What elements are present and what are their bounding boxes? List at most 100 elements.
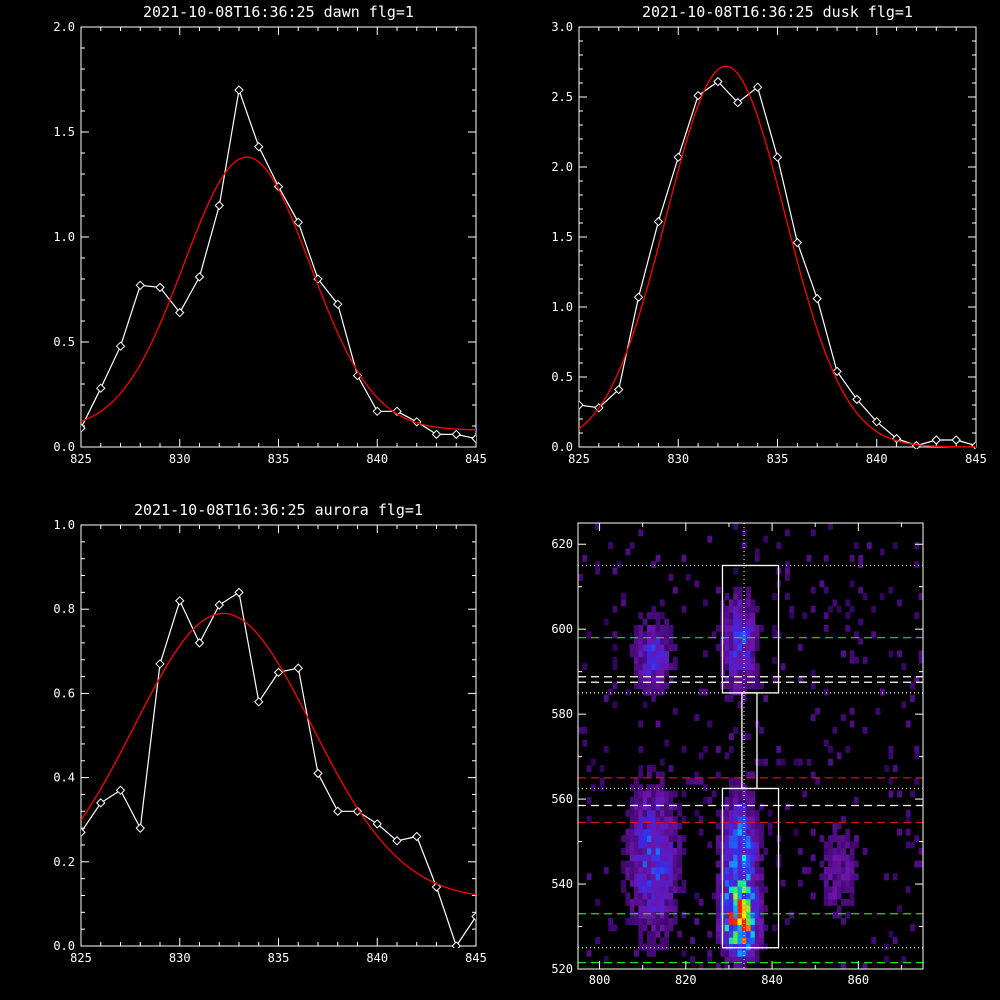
y-tick-label: 3.0 — [551, 20, 573, 34]
heat-cell — [664, 937, 670, 945]
heat-cell — [849, 879, 855, 887]
heat-cell — [716, 873, 721, 881]
heat-cell — [664, 854, 670, 862]
heat-cell — [862, 962, 868, 969]
heat-cell — [608, 924, 613, 932]
heat-cell — [638, 624, 644, 632]
heat-cell — [754, 918, 760, 925]
heat-cell — [728, 828, 734, 836]
heat-cell — [668, 822, 674, 830]
heat-cell — [595, 567, 601, 575]
heat-cell — [634, 835, 639, 843]
heat-cell — [728, 854, 734, 862]
heat-cell — [642, 631, 648, 639]
heat-cell — [759, 937, 764, 945]
heat-cell — [638, 771, 644, 779]
heat-cell — [810, 529, 816, 537]
data-point — [752, 82, 763, 92]
heat-cell — [823, 688, 829, 696]
chart-title: 2021-10-08T16:36:25 dawn flg=1 — [143, 3, 414, 21]
data-point — [872, 417, 882, 427]
heat-cell — [836, 867, 842, 874]
heat-cell — [914, 777, 920, 785]
heat-cell — [655, 816, 661, 823]
heat-cell — [608, 918, 613, 925]
heat-cell — [655, 867, 661, 874]
heat-cell — [828, 758, 833, 766]
heat-cell — [642, 943, 648, 951]
heat-cell — [651, 847, 657, 855]
heat-cell — [681, 816, 687, 823]
heat-cell — [914, 835, 920, 843]
heat-cell — [668, 790, 674, 798]
heat-cell — [703, 599, 708, 607]
heat-cell — [724, 879, 730, 887]
heat-cell — [647, 669, 652, 677]
heat-cell — [785, 918, 790, 925]
heat-cell — [634, 873, 639, 881]
heat-cell — [655, 669, 661, 677]
heat-cell — [772, 675, 777, 683]
heat-cell — [905, 841, 911, 849]
heat-cell — [647, 898, 652, 906]
heat-cell — [728, 816, 734, 823]
heat-cell — [668, 675, 674, 683]
heat-cell — [638, 847, 644, 855]
heat-cell — [672, 835, 678, 843]
heat-cell — [672, 847, 678, 855]
heat-cell — [595, 898, 601, 906]
heat-cell — [737, 860, 743, 868]
heat-cell — [651, 656, 657, 664]
heat-cell — [750, 841, 756, 849]
heat-cell — [707, 535, 713, 543]
heat-cell — [664, 796, 670, 804]
heat-cell — [634, 854, 639, 862]
heat-cell — [625, 873, 631, 881]
data-point — [293, 663, 303, 673]
plot-frame — [80, 524, 477, 947]
heat-cell — [659, 847, 665, 855]
heat-cell — [733, 669, 739, 677]
heat-cell — [668, 918, 674, 925]
heat-cell — [884, 765, 889, 772]
heat-cell — [642, 886, 648, 894]
heat-cell — [642, 809, 648, 817]
heat-cell — [728, 879, 734, 887]
heat-cell — [733, 809, 739, 817]
heat-cell — [733, 911, 739, 919]
heat-cell — [819, 860, 825, 868]
y-tick-label: 520 — [551, 962, 573, 976]
heat-cell — [664, 841, 670, 849]
heat-cell — [741, 860, 747, 868]
data-point — [293, 217, 303, 228]
heat-cell — [728, 624, 734, 632]
heat-cell — [836, 822, 842, 830]
heat-cell — [664, 816, 670, 823]
heat-cell — [634, 644, 639, 651]
heat-cell — [647, 911, 652, 919]
heat-cell — [655, 879, 661, 887]
heat-cell — [823, 612, 829, 620]
heat-cell — [634, 867, 639, 874]
data-point — [951, 435, 961, 445]
heat-cell — [836, 911, 842, 919]
heat-cell — [841, 714, 846, 722]
heat-cell — [668, 924, 674, 932]
heat-cell — [741, 937, 747, 945]
heat-cell — [625, 835, 631, 843]
heat-cell — [681, 949, 687, 957]
heat-cell — [741, 605, 747, 613]
heat-cell — [659, 650, 665, 658]
chart-panel-4: 800 820 840 860 520 540 560 580 600 620 — [551, 522, 924, 987]
heat-cell — [642, 637, 648, 645]
heat-cell — [737, 937, 743, 945]
heat-cell — [832, 835, 838, 843]
heat-cell — [651, 784, 657, 792]
heat-cell — [578, 726, 583, 734]
heat-cell — [819, 873, 825, 881]
heat-cell — [690, 777, 695, 785]
heat-cell — [789, 612, 795, 620]
heat-cell — [629, 841, 635, 849]
heat-cell — [841, 879, 846, 887]
heat-cell — [668, 879, 674, 887]
